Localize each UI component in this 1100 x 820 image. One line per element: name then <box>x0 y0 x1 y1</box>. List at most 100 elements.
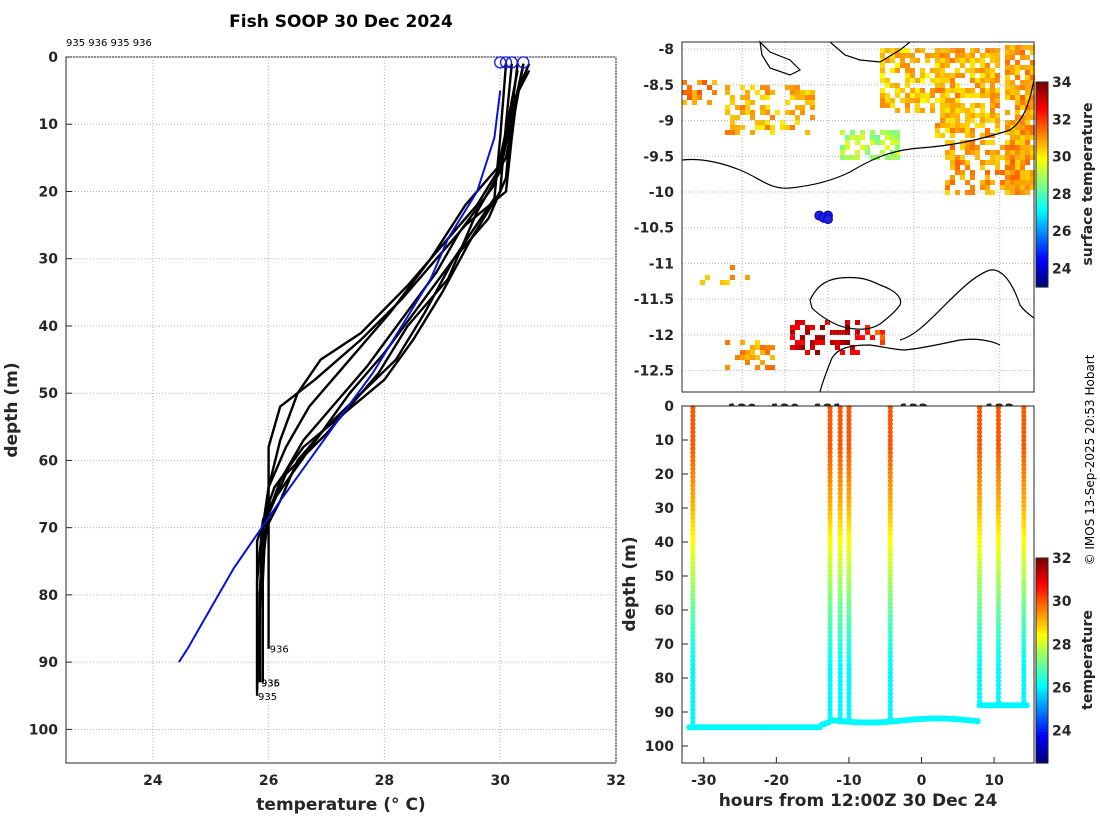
sst-cell <box>955 48 960 53</box>
sst-cell <box>1030 50 1035 55</box>
sst-cell <box>840 350 845 355</box>
sst-cell <box>770 345 775 350</box>
sst-cell <box>990 78 995 83</box>
sst-cell <box>770 130 775 135</box>
section-cast-dot <box>976 503 983 509</box>
sst-cell <box>1020 50 1025 55</box>
section-cast-dot <box>837 568 843 574</box>
sst-cell <box>985 53 990 58</box>
sst-cell <box>980 68 985 73</box>
sst-cell <box>955 108 960 113</box>
sst-cell <box>990 190 995 195</box>
section-cast-dot <box>976 527 983 533</box>
section-cast-dot <box>690 613 696 619</box>
section-cast-dot <box>1021 458 1027 464</box>
sst-cell <box>705 275 710 280</box>
sst-cell <box>900 53 905 58</box>
sst-cell <box>945 123 950 128</box>
section-cast-dot <box>690 588 696 594</box>
section-cast-dot <box>846 698 852 705</box>
sst-cell <box>990 160 995 165</box>
sst-cell <box>865 330 870 335</box>
profile-ytick: 70 <box>39 521 59 537</box>
section-cast-dot <box>827 515 833 521</box>
sst-cell <box>980 53 985 58</box>
sst-cell <box>930 103 935 108</box>
sst-cell <box>965 145 970 150</box>
section-cast-dot <box>1021 417 1027 423</box>
section-cast-dot <box>827 462 833 468</box>
sst-cell <box>1010 45 1015 50</box>
section-colorbar-step <box>1036 609 1048 614</box>
sst-cell <box>1025 100 1030 105</box>
sst-cell <box>945 103 950 108</box>
section-cast-dot <box>846 690 852 696</box>
sst-cell <box>945 118 950 123</box>
section-cast-dot <box>976 421 983 427</box>
map-colorbar-step <box>1036 256 1048 261</box>
sst-cell <box>1010 90 1015 95</box>
coastline-australia-south <box>819 338 1001 393</box>
sst-cell <box>985 133 990 138</box>
section-cast-dot <box>837 556 843 562</box>
section-cast-dot <box>976 637 983 643</box>
section-cast-dot <box>1021 462 1027 468</box>
sst-cell <box>1000 155 1005 160</box>
sst-cell <box>965 88 970 93</box>
sst-cell <box>750 115 755 120</box>
section-colorbar-step <box>1036 626 1048 631</box>
profile-end-label: 936 <box>261 678 280 689</box>
sst-cell <box>800 90 805 95</box>
section-cast-dot <box>827 556 833 562</box>
map-colorbar-step <box>1036 252 1048 257</box>
section-cast-dot <box>690 564 696 570</box>
map-ytick: -8.5 <box>643 78 674 94</box>
section-cast-dot <box>837 633 843 639</box>
section-cast-dot <box>690 437 696 443</box>
sst-cell <box>855 140 860 145</box>
sst-cell <box>1015 75 1020 80</box>
section-cast-dot <box>1021 629 1027 635</box>
sst-cell <box>745 100 750 105</box>
sst-cell <box>915 48 920 53</box>
map-colorbar-step <box>1036 232 1048 237</box>
sst-cell <box>1010 140 1015 145</box>
sst-cell <box>940 58 945 63</box>
sst-cell <box>920 108 925 113</box>
section-colorbar-step <box>1036 708 1048 713</box>
section-cast-dot <box>1021 621 1027 627</box>
map-ytick: -9 <box>658 114 674 130</box>
sst-cell <box>890 68 895 73</box>
section-cast-dot <box>837 694 843 700</box>
section-cast-dot <box>1021 498 1027 505</box>
section-xtick: 0 <box>917 773 927 789</box>
section-cast-dot <box>995 596 1002 603</box>
section-cast-dot <box>827 507 833 513</box>
section-cast-dot <box>690 429 696 435</box>
map-colorbar-tick: 30 <box>1052 150 1072 166</box>
sst-cell <box>1025 180 1030 185</box>
section-cast-dot <box>837 707 843 713</box>
sst-cell <box>915 93 920 98</box>
section-cast-dot <box>887 568 893 574</box>
section-cast-dot <box>887 576 893 582</box>
section-cast-dot <box>995 421 1002 427</box>
section-cast-dot <box>827 645 833 652</box>
sst-cell <box>905 108 910 113</box>
sst-cell <box>960 53 965 58</box>
section-cast-dot <box>827 445 833 452</box>
section-cast-dot <box>827 584 833 590</box>
section-cast-dot <box>690 670 696 676</box>
sst-cell <box>910 73 915 78</box>
sst-cell <box>895 140 900 145</box>
sst-cell <box>980 83 985 88</box>
sst-cell <box>770 355 775 360</box>
sst-cell <box>980 103 985 108</box>
sst-cell <box>945 180 950 185</box>
section-cast-dot <box>887 629 893 635</box>
sst-cell <box>770 115 775 120</box>
section-cast-dot <box>690 409 696 415</box>
sst-cell <box>780 120 785 125</box>
sst-cell <box>1025 170 1030 175</box>
sst-cell <box>1030 80 1035 85</box>
